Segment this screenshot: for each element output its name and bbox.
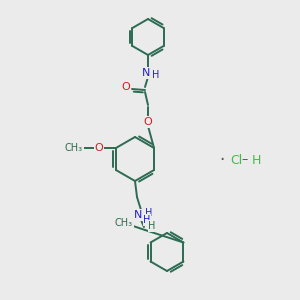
Text: H: H bbox=[143, 215, 151, 225]
Text: CH₃: CH₃ bbox=[115, 218, 133, 228]
Text: O: O bbox=[144, 117, 152, 127]
Text: N: N bbox=[142, 68, 150, 78]
Text: H: H bbox=[145, 208, 153, 218]
Text: –: – bbox=[242, 154, 248, 166]
Text: H: H bbox=[252, 154, 261, 166]
Text: CH₃: CH₃ bbox=[65, 143, 83, 153]
Text: O: O bbox=[94, 143, 103, 153]
Text: ·: · bbox=[219, 151, 225, 169]
Text: H: H bbox=[148, 221, 156, 231]
Text: H: H bbox=[152, 70, 160, 80]
Text: Cl: Cl bbox=[230, 154, 242, 166]
Text: N: N bbox=[134, 210, 142, 220]
Text: O: O bbox=[122, 82, 130, 92]
